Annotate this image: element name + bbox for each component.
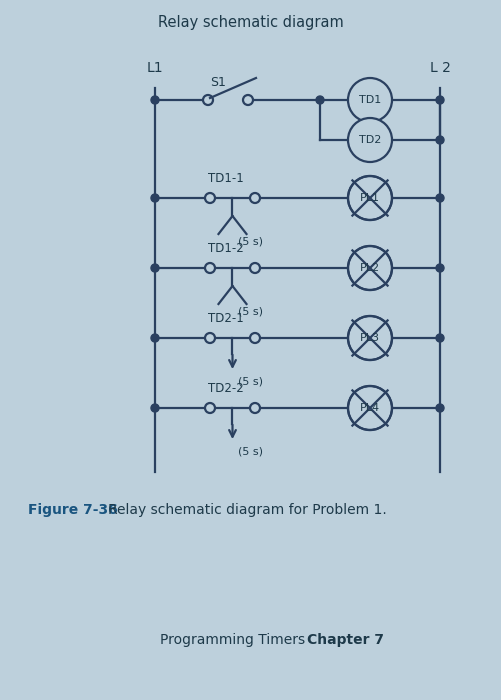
Circle shape [250, 193, 260, 203]
Circle shape [436, 96, 444, 104]
Text: TD2-1: TD2-1 [208, 312, 244, 325]
Circle shape [205, 263, 215, 273]
Circle shape [436, 404, 444, 412]
Text: Relay schematic diagram for Problem 1.: Relay schematic diagram for Problem 1. [108, 503, 387, 517]
Circle shape [243, 95, 253, 105]
Circle shape [151, 264, 159, 272]
Circle shape [348, 316, 392, 360]
Circle shape [436, 194, 444, 202]
Circle shape [250, 333, 260, 343]
Text: S1: S1 [210, 76, 226, 88]
Circle shape [203, 95, 213, 105]
Text: Relay schematic diagram: Relay schematic diagram [158, 15, 343, 29]
Text: (5 s): (5 s) [238, 446, 264, 456]
Text: TD1-2: TD1-2 [208, 241, 244, 255]
Circle shape [436, 334, 444, 342]
Circle shape [151, 404, 159, 412]
Text: PL3: PL3 [360, 333, 380, 343]
Text: Programming Timers: Programming Timers [160, 633, 305, 647]
Text: Figure 7-36: Figure 7-36 [28, 503, 118, 517]
Text: Chapter 7: Chapter 7 [307, 633, 384, 647]
Text: (5 s): (5 s) [238, 306, 264, 316]
Text: TD2-2: TD2-2 [208, 382, 244, 395]
Circle shape [348, 176, 392, 220]
Text: PL4: PL4 [360, 403, 380, 413]
Circle shape [348, 386, 392, 430]
Circle shape [436, 136, 444, 144]
Circle shape [205, 193, 215, 203]
Circle shape [151, 194, 159, 202]
Text: L 2: L 2 [429, 61, 450, 75]
Circle shape [205, 333, 215, 343]
Circle shape [151, 334, 159, 342]
Text: TD1: TD1 [359, 95, 381, 105]
Text: (5 s): (5 s) [238, 236, 264, 246]
Text: TD1-1: TD1-1 [208, 172, 244, 185]
Text: TD2: TD2 [359, 135, 381, 145]
Text: (5 s): (5 s) [238, 376, 264, 386]
Text: PL1: PL1 [360, 193, 380, 203]
Circle shape [348, 118, 392, 162]
Circle shape [151, 96, 159, 104]
Circle shape [250, 263, 260, 273]
Circle shape [348, 78, 392, 122]
Text: L1: L1 [147, 61, 163, 75]
Circle shape [348, 246, 392, 290]
Circle shape [436, 264, 444, 272]
Circle shape [250, 403, 260, 413]
Text: PL2: PL2 [360, 263, 380, 273]
Circle shape [205, 403, 215, 413]
Circle shape [316, 96, 324, 104]
